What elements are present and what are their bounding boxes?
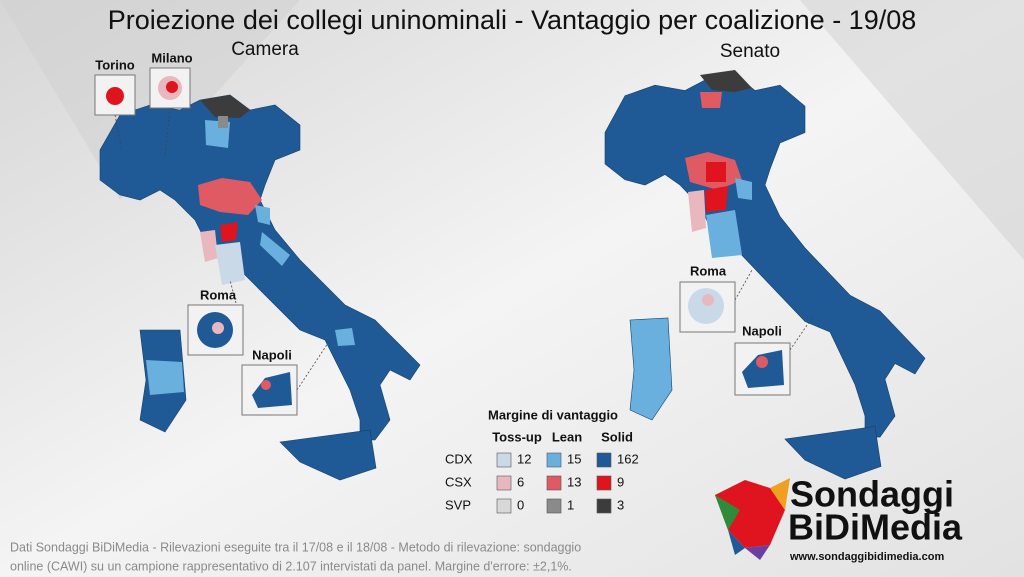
inset-label: Roma — [200, 287, 237, 302]
camera-map: Camera Torino Milano Roma Napoli — [94, 39, 421, 481]
legend-value: 13 — [567, 474, 581, 489]
region — [255, 205, 270, 225]
legend-column: Toss-up — [492, 429, 542, 444]
footer-line: online (CAWI) su un campione rappresenta… — [10, 559, 572, 573]
region — [705, 186, 728, 212]
legend-swatch — [496, 498, 512, 514]
logo-url: www.sondaggibidimedia.com — [789, 551, 944, 563]
legend: Margine di vantaggio Toss-up Lean Solid CDX… — [445, 407, 639, 514]
legend-swatch — [596, 475, 612, 491]
bg-facet — [800, 0, 1024, 260]
inset-label: Napoli — [742, 323, 782, 338]
legend-row-label: SVP — [445, 497, 471, 512]
inset-label: Torino — [95, 57, 135, 72]
inset-label: Milano — [151, 50, 192, 65]
legend-swatch — [496, 452, 512, 468]
region — [335, 328, 355, 346]
inset-label: Napoli — [252, 347, 292, 362]
legend-column: Lean — [552, 429, 582, 444]
legend-title: Margine di vantaggio — [488, 407, 618, 422]
region — [220, 222, 238, 242]
legend-swatch — [496, 475, 512, 491]
logo-line2: BiDiMedia — [788, 507, 963, 548]
region — [260, 232, 290, 266]
region — [215, 242, 245, 285]
region — [218, 116, 228, 128]
legend-row-label: CDX — [445, 451, 473, 466]
region — [700, 70, 752, 92]
legend-swatch — [596, 498, 612, 514]
legend-column: Solid — [601, 429, 633, 444]
legend-swatch — [546, 452, 562, 468]
inset-label: Roma — [690, 263, 727, 278]
legend-swatch — [546, 498, 562, 514]
legend-swatch — [546, 475, 562, 491]
legend-swatch — [596, 452, 612, 468]
inset-map — [106, 87, 124, 105]
region — [200, 230, 218, 262]
legend-value: 9 — [617, 474, 624, 489]
legend-value: 3 — [617, 497, 624, 512]
legend-row-label: CSX — [445, 474, 472, 489]
legend-value: 12 — [517, 451, 531, 466]
region — [706, 210, 742, 258]
legend-value: 1 — [567, 497, 574, 512]
region — [735, 178, 752, 200]
senato-map: Senato Roma Napoli — [604, 41, 926, 480]
legend-value: 6 — [517, 474, 524, 489]
region — [146, 360, 184, 395]
sardinia — [629, 317, 673, 421]
legend-value: 0 — [517, 497, 524, 512]
region — [700, 92, 722, 108]
region — [688, 190, 706, 232]
legend-value: 162 — [617, 451, 639, 466]
logo: Sondaggi BiDiMedia www.sondaggibidimedia… — [715, 474, 963, 563]
region — [706, 162, 726, 182]
map-label: Camera — [231, 39, 299, 60]
legend-value: 15 — [567, 451, 581, 466]
logo-line1: Sondaggi — [790, 474, 954, 515]
region — [200, 95, 250, 118]
map-label: Senato — [720, 41, 780, 62]
title: Proiezione dei collegi uninominali - Van… — [108, 5, 917, 35]
region — [198, 178, 262, 215]
footer-line: Dati Sondaggi BiDiMedia - Rilevazioni es… — [10, 540, 581, 554]
